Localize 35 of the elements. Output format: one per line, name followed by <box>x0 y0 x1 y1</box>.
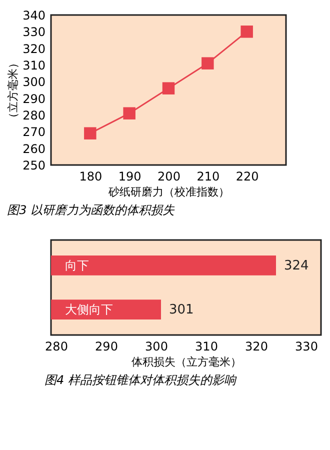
category-label: 向下 <box>65 258 89 272</box>
category-label: 大侧向下 <box>65 302 113 317</box>
y-tick-label: 280 <box>22 108 46 122</box>
x-tick-label: 190 <box>118 170 142 184</box>
y-tick-label: 330 <box>22 25 46 40</box>
x-tick-label: 310 <box>195 340 218 354</box>
point <box>202 57 214 70</box>
x-tick-label: 300 <box>145 340 168 354</box>
point <box>240 26 253 38</box>
y-tick-label: 310 <box>22 58 46 72</box>
x-tick-label: 210 <box>196 170 220 184</box>
x-tick-label: 320 <box>245 340 268 354</box>
x-tick-label: 180 <box>79 170 102 184</box>
text: 图4 样品按钮锥体对体积损失的影响 <box>44 373 237 387</box>
y-tick-label: 320 <box>22 42 46 56</box>
data-label: 324 <box>284 258 309 274</box>
point <box>123 107 136 120</box>
y-tick-label: 270 <box>22 125 46 140</box>
x-axis-title: 体积损失（立方毫米） <box>132 356 242 368</box>
point <box>162 82 175 94</box>
text: 图3 以研磨力为函数的体积损失 <box>7 203 176 217</box>
x-axis-title: 砂纸研磨力（校准指数） <box>108 186 230 198</box>
x-tick-label: 220 <box>236 170 259 184</box>
point <box>84 127 96 140</box>
y-axis-title: （立方毫米） <box>6 58 20 124</box>
data-label: 301 <box>169 302 194 318</box>
y-tick-label: 250 <box>22 158 46 172</box>
x-tick-label: 200 <box>158 170 180 184</box>
y-tick-label: 340 <box>22 8 46 22</box>
x-tick-label: 330 <box>295 340 318 354</box>
y-tick-label: 300 <box>22 75 46 90</box>
x-tick-label: 280 <box>45 340 68 354</box>
y-tick-label: 290 <box>22 92 46 106</box>
x-tick-label: 290 <box>95 340 118 354</box>
y-tick-label: 260 <box>22 142 46 156</box>
